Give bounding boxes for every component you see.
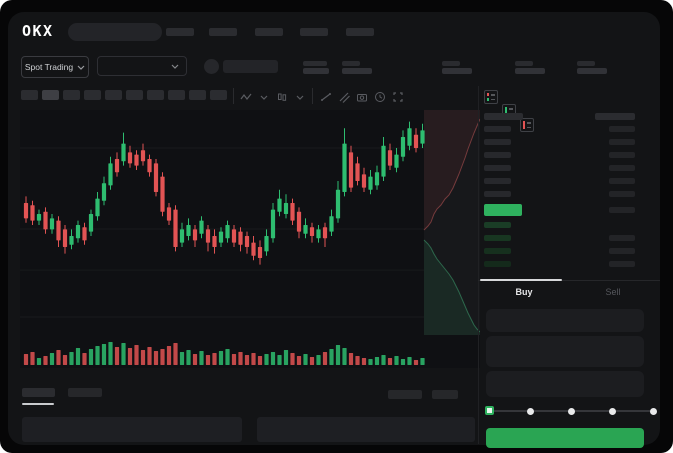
- nav-item-1[interactable]: [166, 28, 194, 36]
- nav-item-4[interactable]: [300, 28, 328, 36]
- buy-button[interactable]: [486, 428, 644, 448]
- ask-row[interactable]: [484, 139, 511, 145]
- bottom-action-button-1[interactable]: [388, 390, 422, 399]
- chevron-down-icon: [171, 64, 179, 69]
- hatch-icon[interactable]: [338, 91, 350, 103]
- bid-amount: [609, 261, 635, 267]
- timeframe-button-2[interactable]: [42, 90, 59, 100]
- pair-name-placeholder: [223, 60, 278, 73]
- slider-handle[interactable]: [484, 406, 494, 415]
- orderbook-header-amount: [595, 113, 635, 120]
- clock-icon[interactable]: [374, 91, 386, 103]
- timeframe-button-9[interactable]: [189, 90, 206, 100]
- market-type-label: Spot Trading: [24, 62, 74, 72]
- last-price-amount: [609, 207, 635, 213]
- orders-table-placeholder: [22, 417, 242, 442]
- history-table-placeholder: [257, 417, 475, 442]
- timeframe-button-8[interactable]: [168, 90, 185, 100]
- tab-buy[interactable]: Buy: [515, 287, 533, 297]
- bid-amount: [609, 248, 635, 254]
- ask-row[interactable]: [484, 126, 511, 132]
- bottom-active-tab-indicator: [22, 403, 54, 405]
- okx-logo[interactable]: OKX: [22, 22, 54, 40]
- chevron-icon[interactable]: [294, 91, 306, 103]
- bid-row[interactable]: [484, 261, 511, 267]
- slider-step-dot[interactable]: [526, 408, 534, 415]
- price-placeholder: [303, 61, 327, 66]
- nav-item-5[interactable]: [346, 28, 374, 36]
- ask-row[interactable]: [484, 178, 511, 184]
- search-bar[interactable]: [68, 23, 162, 41]
- price-input[interactable]: [486, 309, 644, 332]
- ask-amount: [609, 165, 635, 171]
- stat-label-placeholder: [342, 61, 360, 66]
- ask-amount: [609, 178, 635, 184]
- candle-icon[interactable]: [276, 91, 288, 103]
- stat-value-placeholder: [442, 68, 472, 74]
- stat-value-placeholder: [515, 68, 545, 74]
- active-tab-indicator: [480, 279, 562, 281]
- last-price-row[interactable]: [484, 204, 522, 216]
- toolbar-divider: [312, 88, 313, 104]
- camera-icon[interactable]: [356, 91, 368, 103]
- trade-tabbar: [478, 280, 660, 309]
- amount-input[interactable]: [486, 336, 644, 367]
- panel-divider: [478, 86, 479, 444]
- nav-item-3[interactable]: [255, 28, 283, 36]
- bid-row[interactable]: [484, 222, 511, 228]
- timeframe-button-3[interactable]: [63, 90, 80, 100]
- bottom-tab-history[interactable]: [68, 388, 102, 397]
- timeframe-button-10[interactable]: [210, 90, 227, 100]
- ask-amount: [609, 152, 635, 158]
- bottom-action-button-2[interactable]: [432, 390, 458, 399]
- bid-amount: [609, 235, 635, 241]
- pair-selector-dropdown[interactable]: [97, 56, 187, 76]
- tab-sell[interactable]: Sell: [605, 287, 621, 297]
- timeframe-button-4[interactable]: [84, 90, 101, 100]
- book-asks-icon[interactable]: [520, 118, 534, 132]
- total-input[interactable]: [486, 371, 644, 397]
- line-icon[interactable]: [320, 91, 332, 103]
- timeframe-button-7[interactable]: [147, 90, 164, 100]
- book-split-icon[interactable]: [484, 90, 498, 104]
- token-avatar: [204, 59, 219, 74]
- chevron-icon[interactable]: [258, 91, 270, 103]
- orderbook-header-price: [484, 113, 523, 120]
- timeframe-button-5[interactable]: [105, 90, 122, 100]
- slider-step-dot[interactable]: [567, 408, 575, 415]
- price-chart[interactable]: [20, 110, 480, 368]
- ask-amount: [609, 191, 635, 197]
- chevron-down-icon: [77, 65, 85, 70]
- ask-row[interactable]: [484, 165, 511, 171]
- timeframe-button-6[interactable]: [126, 90, 143, 100]
- fullscreen-icon[interactable]: [392, 91, 404, 103]
- market-type-dropdown[interactable]: Spot Trading: [21, 56, 89, 78]
- ask-amount: [609, 139, 635, 145]
- slider-step-dot[interactable]: [649, 408, 657, 415]
- stat-label-placeholder: [515, 61, 533, 66]
- wave-icon[interactable]: [240, 91, 252, 103]
- stat-value-placeholder: [577, 68, 607, 74]
- ask-amount: [609, 126, 635, 132]
- ask-row[interactable]: [484, 152, 511, 158]
- bid-row[interactable]: [484, 248, 511, 254]
- toolbar-divider: [233, 88, 234, 104]
- slider-step-dot[interactable]: [608, 408, 616, 415]
- ask-row[interactable]: [484, 191, 511, 197]
- timeframe-button-1[interactable]: [21, 90, 38, 100]
- bottom-tab-orders[interactable]: [22, 388, 55, 397]
- bid-row[interactable]: [484, 235, 511, 241]
- price-sub-placeholder: [303, 68, 329, 74]
- stat-value-placeholder: [342, 68, 372, 74]
- stat-label-placeholder: [442, 61, 460, 66]
- stat-label-placeholder: [577, 61, 595, 66]
- nav-item-2[interactable]: [209, 28, 237, 36]
